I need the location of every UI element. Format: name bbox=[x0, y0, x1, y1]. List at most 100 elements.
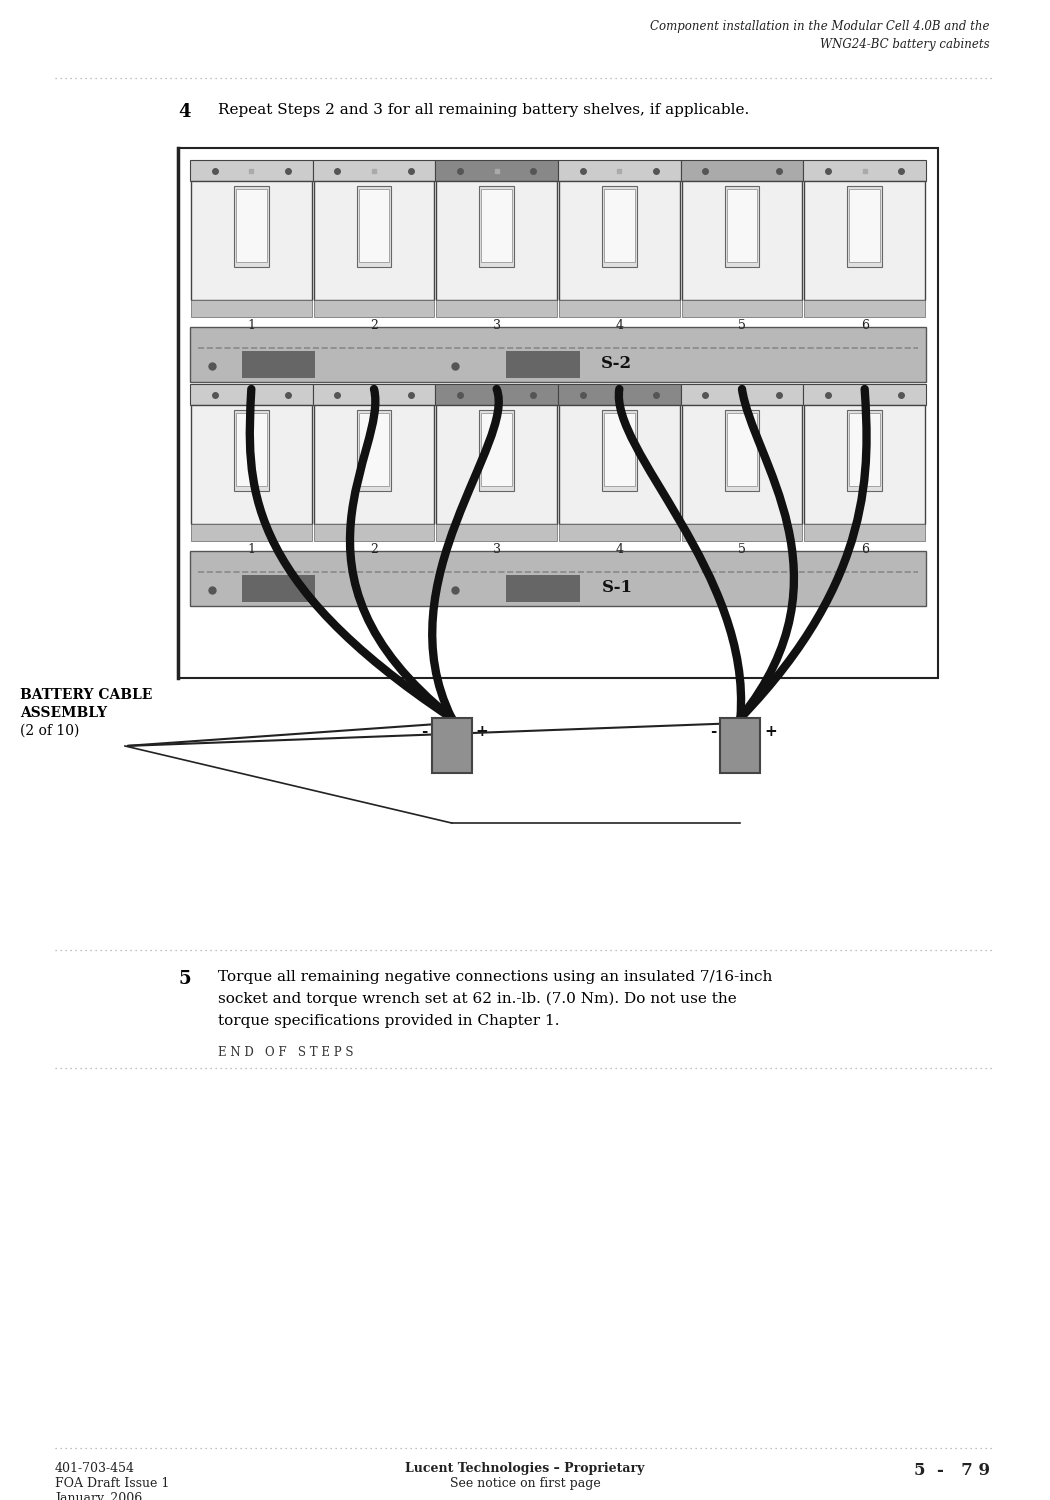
Text: +: + bbox=[476, 724, 488, 740]
Text: BATTERY CABLE: BATTERY CABLE bbox=[20, 688, 152, 702]
Text: 4: 4 bbox=[178, 104, 190, 122]
Bar bbox=[190, 384, 313, 405]
Bar bbox=[357, 410, 392, 491]
Text: 5: 5 bbox=[738, 320, 746, 332]
Text: 401-703-454: 401-703-454 bbox=[55, 1462, 135, 1474]
Text: 2: 2 bbox=[370, 543, 378, 556]
Bar bbox=[558, 160, 680, 182]
Bar bbox=[506, 351, 580, 378]
Bar bbox=[849, 189, 880, 262]
Text: 3: 3 bbox=[492, 543, 501, 556]
Bar bbox=[234, 410, 269, 491]
Bar bbox=[190, 327, 926, 382]
Bar bbox=[436, 384, 558, 405]
Bar bbox=[359, 189, 390, 262]
Text: 1: 1 bbox=[248, 320, 255, 332]
Bar bbox=[190, 550, 926, 606]
Bar bbox=[437, 405, 556, 525]
Text: +: + bbox=[764, 724, 777, 740]
Bar bbox=[720, 718, 760, 772]
Text: Torque all remaining negative connections using an insulated 7/16-inch: Torque all remaining negative connection… bbox=[218, 970, 773, 984]
Bar bbox=[849, 413, 880, 486]
Text: Lucent Technologies – Proprietary: Lucent Technologies – Proprietary bbox=[405, 1462, 645, 1474]
Text: S-2: S-2 bbox=[602, 356, 632, 372]
Bar bbox=[314, 182, 435, 300]
Bar bbox=[437, 525, 556, 542]
Text: 6: 6 bbox=[861, 320, 868, 332]
Bar bbox=[480, 410, 513, 491]
Bar bbox=[482, 189, 511, 262]
Text: 2: 2 bbox=[370, 320, 378, 332]
Bar bbox=[602, 410, 636, 491]
Bar bbox=[432, 718, 471, 772]
Text: Component installation in the Modular Cell 4.0B and the: Component installation in the Modular Ce… bbox=[651, 20, 990, 33]
Bar bbox=[847, 410, 882, 491]
Bar bbox=[314, 405, 435, 525]
Bar bbox=[558, 384, 680, 405]
Text: 5: 5 bbox=[178, 970, 191, 988]
Bar bbox=[559, 525, 679, 542]
Bar bbox=[506, 574, 580, 602]
Bar bbox=[191, 300, 312, 316]
Bar bbox=[604, 413, 634, 486]
Text: 4: 4 bbox=[615, 320, 624, 332]
Text: E N D   O F   S T E P S: E N D O F S T E P S bbox=[218, 1046, 354, 1059]
Bar bbox=[436, 160, 558, 182]
Bar bbox=[804, 182, 925, 300]
Bar bbox=[178, 148, 938, 678]
Text: -: - bbox=[421, 724, 427, 740]
Bar bbox=[314, 300, 435, 316]
Bar bbox=[727, 189, 757, 262]
Bar bbox=[727, 413, 757, 486]
Text: 5  -   7 9: 5 - 7 9 bbox=[914, 1462, 990, 1479]
Bar bbox=[359, 413, 390, 486]
Bar bbox=[602, 186, 636, 267]
Bar bbox=[803, 160, 926, 182]
Bar bbox=[236, 413, 267, 486]
Bar bbox=[724, 410, 759, 491]
Text: S-1: S-1 bbox=[602, 579, 632, 597]
Bar bbox=[313, 160, 436, 182]
Text: WNG24-BC battery cabinets: WNG24-BC battery cabinets bbox=[820, 38, 990, 51]
Bar bbox=[559, 300, 679, 316]
Bar bbox=[681, 525, 802, 542]
Bar bbox=[680, 160, 803, 182]
Text: ASSEMBLY: ASSEMBLY bbox=[20, 706, 107, 720]
Bar bbox=[242, 351, 315, 378]
Text: 1: 1 bbox=[248, 543, 255, 556]
Bar bbox=[314, 525, 435, 542]
Bar bbox=[724, 186, 759, 267]
Bar bbox=[559, 405, 679, 525]
Bar bbox=[804, 405, 925, 525]
Bar bbox=[190, 160, 313, 182]
Text: 5: 5 bbox=[738, 543, 746, 556]
Text: torque specifications provided in Chapter 1.: torque specifications provided in Chapte… bbox=[218, 1014, 560, 1028]
Bar bbox=[681, 182, 802, 300]
Bar bbox=[803, 384, 926, 405]
Bar bbox=[604, 189, 634, 262]
Text: January, 2006: January, 2006 bbox=[55, 1492, 142, 1500]
Bar bbox=[681, 300, 802, 316]
Bar bbox=[480, 186, 513, 267]
Bar bbox=[559, 182, 679, 300]
Text: 4: 4 bbox=[615, 543, 624, 556]
Bar bbox=[804, 300, 925, 316]
Bar bbox=[191, 182, 312, 300]
Bar bbox=[236, 189, 267, 262]
Text: (2 of 10): (2 of 10) bbox=[20, 724, 80, 738]
Bar bbox=[191, 405, 312, 525]
Bar bbox=[437, 300, 556, 316]
Bar bbox=[681, 405, 802, 525]
Text: -: - bbox=[710, 724, 716, 740]
Text: socket and torque wrench set at 62 in.-lb. (7.0 Nm). Do not use the: socket and torque wrench set at 62 in.-l… bbox=[218, 992, 737, 1006]
Bar bbox=[847, 186, 882, 267]
Text: FOA Draft Issue 1: FOA Draft Issue 1 bbox=[55, 1478, 169, 1490]
Bar bbox=[437, 182, 556, 300]
Text: Repeat Steps 2 and 3 for all remaining battery shelves, if applicable.: Repeat Steps 2 and 3 for all remaining b… bbox=[218, 104, 750, 117]
Bar bbox=[357, 186, 392, 267]
Bar bbox=[482, 413, 511, 486]
Text: 3: 3 bbox=[492, 320, 501, 332]
Bar bbox=[680, 384, 803, 405]
Text: 6: 6 bbox=[861, 543, 868, 556]
Bar bbox=[234, 186, 269, 267]
